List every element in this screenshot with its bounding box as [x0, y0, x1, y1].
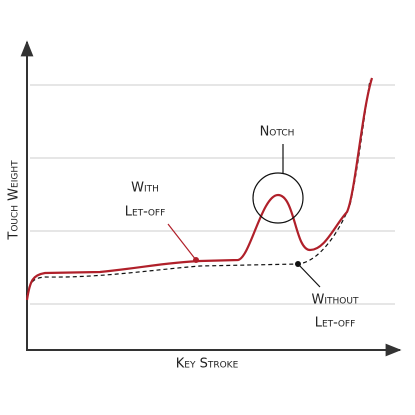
- annotation: Notch: [260, 125, 295, 140]
- grid: [30, 84, 395, 305]
- annotation: Let-off: [315, 316, 356, 331]
- annotation: Let-off: [125, 205, 166, 220]
- x-axis-label: Key Stroke: [176, 357, 239, 372]
- leader-line: [297, 263, 321, 288]
- annotation: With: [131, 181, 159, 196]
- point: [193, 257, 199, 263]
- curve-with-letoff: [25, 77, 374, 301]
- point: [295, 261, 301, 267]
- notch-circle: [252, 172, 304, 224]
- curve-without-letoff: [26, 79, 371, 296]
- annotation: Without: [312, 293, 359, 308]
- leader-line: [167, 223, 197, 261]
- y-axis-label: Touch Weight: [7, 160, 22, 241]
